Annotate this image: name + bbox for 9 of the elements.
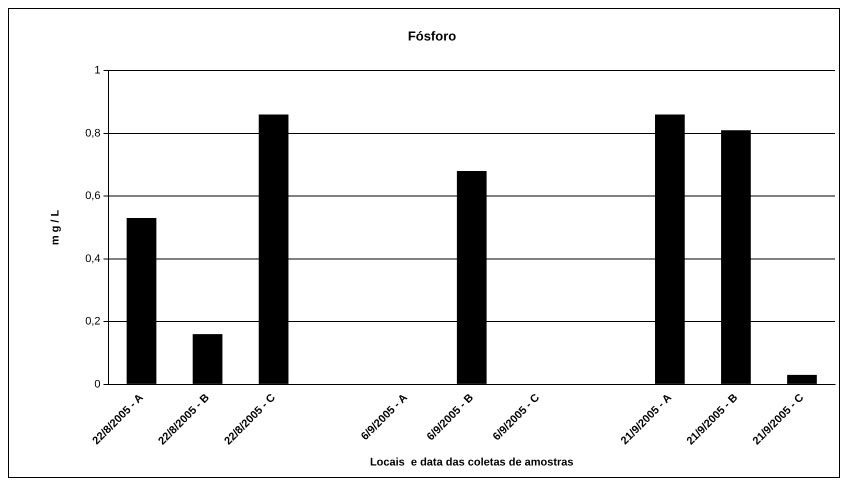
chart-title: Fósforo — [408, 28, 456, 44]
y-tick-label: 0,6 — [85, 190, 100, 202]
y-axis-title: m g / L — [50, 209, 62, 246]
y-tick-label: 0,4 — [85, 252, 100, 265]
y-tick-label: 0,8 — [85, 127, 100, 140]
x-axis-title: Locais e data das coletas de amostras — [370, 456, 574, 468]
y-tick-label: 0,2 — [85, 316, 100, 328]
y-tick-label: 0 — [94, 378, 100, 390]
y-tick-label: 1 — [94, 64, 100, 77]
